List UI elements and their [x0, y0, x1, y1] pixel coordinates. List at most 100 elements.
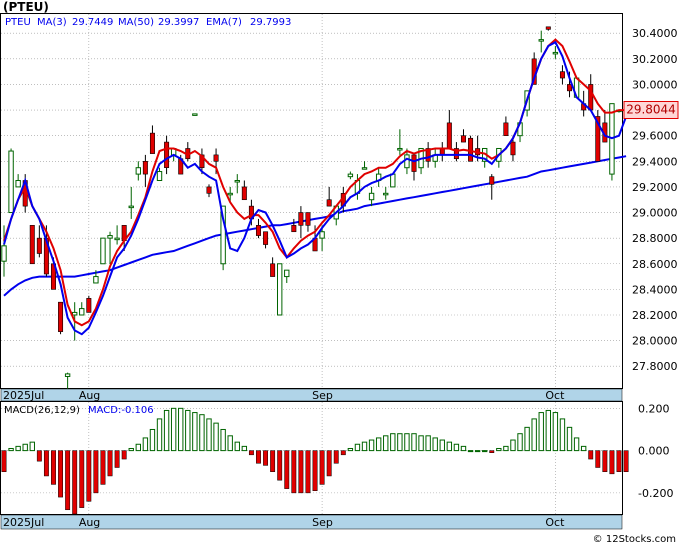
legend-ema7-label: EMA(7): [206, 17, 242, 28]
price-tick-label: 28.0000: [632, 335, 678, 348]
candle-body: [29, 225, 35, 265]
macd-bar: [22, 443, 28, 452]
price-tick-label: 28.6000: [632, 258, 678, 271]
price-tick-label: 30.0000: [632, 78, 678, 91]
candle-body: [319, 231, 325, 239]
macd-tick-label: 0.000: [638, 445, 670, 458]
macd-bar: [135, 443, 142, 452]
candle-body: [114, 237, 120, 241]
macd-bar: [595, 450, 601, 468]
macd-bar: [1, 450, 7, 472]
candle-body: [383, 192, 389, 196]
chart-title: (PTEU): [3, 0, 49, 14]
macd-bar: [256, 450, 261, 464]
price-tick-label: 29.2000: [632, 181, 678, 194]
macd-bar: [602, 450, 608, 472]
macd-bar: [156, 418, 163, 452]
macd-bar: [220, 428, 226, 452]
candle-body: [86, 298, 92, 313]
candle-body: [425, 148, 431, 162]
candle-body: [510, 141, 516, 156]
candle-body: [15, 180, 21, 188]
macd-bar: [383, 435, 389, 452]
macd-bar: [58, 450, 63, 498]
price-tick-label: 28.2000: [632, 309, 678, 322]
candle-body: [503, 122, 509, 136]
macd-bar: [100, 450, 106, 485]
macd-bar: [43, 450, 49, 477]
candle-body: [397, 147, 403, 151]
macd-bar: [263, 450, 268, 466]
candle-body: [559, 71, 565, 79]
x-tick-label: Sep: [312, 516, 333, 529]
candle-body: [1, 245, 7, 262]
candle-body: [453, 148, 459, 160]
candle-body: [552, 51, 559, 55]
macd-bar: [270, 450, 276, 472]
macd-bar: [8, 447, 14, 452]
candle-body: [220, 205, 226, 265]
candle-body: [164, 141, 170, 168]
macd-bar: [559, 418, 566, 452]
macd-bar: [36, 450, 42, 462]
candle-body: [142, 160, 148, 175]
legend-ma50-value: 29.3997: [158, 17, 199, 28]
x-tick-label: Oct: [545, 516, 565, 529]
candle-body: [36, 237, 42, 254]
candle-body: [79, 308, 85, 316]
macd-bar: [531, 418, 537, 452]
candle-body: [305, 212, 311, 226]
candle-body: [255, 225, 261, 236]
candle-body: [206, 186, 212, 194]
candle-body: [8, 150, 14, 214]
price-tick-label: 29.6000: [632, 130, 678, 143]
candle-body: [192, 113, 198, 116]
macd-bar: [460, 445, 467, 452]
macd-bar: [453, 443, 460, 452]
price-grid: [1, 14, 622, 388]
macd-bar: [439, 439, 445, 452]
macd-bar: [481, 450, 488, 453]
candle-body: [411, 154, 417, 172]
candle-body: [404, 154, 410, 169]
macd-bar: [510, 439, 516, 452]
x-tick-label: Oct: [545, 389, 565, 402]
x-tick-label: 2025Jul: [3, 516, 44, 529]
macd-bar: [496, 447, 502, 452]
price-panel: [0, 13, 623, 389]
macd-bar: [404, 433, 410, 452]
candle-body: [489, 176, 495, 185]
macd-bar: [566, 426, 573, 452]
macd-bar: [467, 450, 474, 453]
watermark: © 12Stocks.com: [593, 534, 676, 545]
macd-bar: [503, 445, 509, 452]
macd-bar: [517, 433, 523, 452]
macd-bar: [234, 441, 240, 452]
candle-body: [368, 192, 375, 201]
candle-body: [538, 39, 544, 42]
price-tick-label: 30.2000: [632, 53, 678, 66]
candle-body: [156, 171, 163, 182]
macd-bar: [368, 439, 375, 452]
macd-axis: 0.200 0.000 -0.200: [638, 402, 673, 500]
macd-bar: [545, 409, 552, 452]
legend-ma3-label: MA(3): [37, 17, 67, 28]
macd-bar: [474, 450, 481, 453]
macd-bar: [616, 450, 622, 472]
macd-tick-label: 0.200: [638, 402, 670, 415]
x-axis-top: 2025Jul Aug Sep Oct: [3, 389, 565, 402]
macd-bar: [347, 447, 354, 452]
macd-bar: [248, 450, 254, 456]
macd-bar: [15, 445, 21, 452]
macd-bar: [305, 450, 311, 494]
macd-bar: [51, 450, 56, 485]
price-tick-label: 28.4000: [632, 283, 678, 296]
price-tick-label: 28.8000: [632, 232, 678, 245]
candle-body: [545, 26, 551, 30]
macd-bar: [121, 450, 127, 460]
macd-bar: [86, 450, 92, 502]
macd-bar: [213, 422, 219, 452]
candle-body: [64, 373, 71, 377]
macd-bar: [192, 412, 198, 452]
